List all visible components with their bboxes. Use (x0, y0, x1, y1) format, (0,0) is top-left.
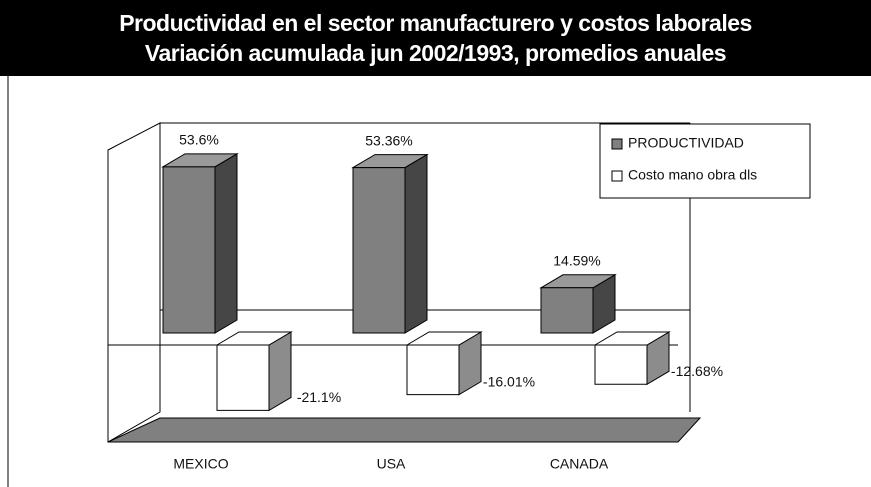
chart-subtitle: Variación acumulada jun 2002/1993, prome… (144, 40, 727, 66)
legend-label: PRODUCTIVIDAD (628, 135, 744, 151)
value-label: 53.36% (365, 132, 412, 148)
bar (593, 331, 671, 386)
legend-label: Costo mano obra dls (628, 167, 757, 183)
bar (539, 273, 617, 334)
chart-title: Productividad en el sector manufacturero… (119, 10, 752, 36)
bar-side (268, 331, 292, 412)
legend-swatch (611, 138, 623, 150)
legend (599, 123, 811, 199)
bar-face (216, 344, 270, 411)
bar-side (404, 153, 428, 334)
value-label: -21.1% (297, 389, 341, 405)
value-label: 53.6% (179, 132, 219, 148)
bar-side (214, 152, 238, 334)
value-label: -12.68% (671, 363, 723, 379)
value-label: -16.01% (483, 373, 535, 389)
x-tick-label: USA (377, 456, 406, 472)
bar (215, 331, 293, 412)
bar (351, 153, 429, 334)
bar (161, 152, 239, 334)
bar-face (594, 344, 648, 385)
bar (405, 331, 483, 396)
bar-face (162, 166, 216, 334)
legend-swatch (611, 170, 623, 182)
bar-face (406, 344, 460, 396)
side-wall (107, 122, 161, 443)
floor (107, 417, 702, 443)
x-tick-label: MEXICO (173, 456, 228, 472)
bar-face (352, 167, 406, 334)
header: Productividad en el sector manufacturero… (0, 0, 871, 76)
bar-face (540, 287, 594, 334)
x-tick-label: CANADA (550, 456, 609, 472)
value-label: 14.59% (553, 252, 600, 268)
